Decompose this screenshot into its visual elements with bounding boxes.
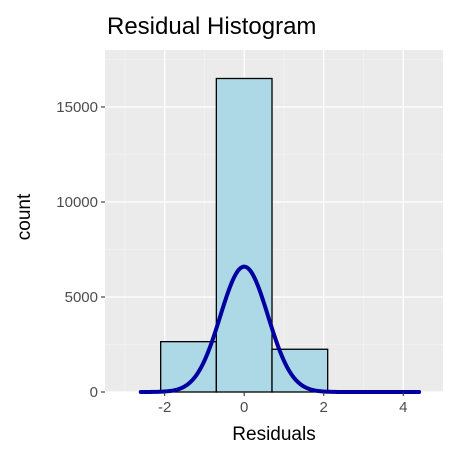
y-tick-label: 0 <box>90 384 98 401</box>
chart-title: Residual Histogram <box>107 13 316 40</box>
y-tick-label: 5000 <box>65 289 98 306</box>
histogram-bars <box>160 77 329 393</box>
x-tick-label: 0 <box>240 399 248 416</box>
x-axis-title: Residuals <box>232 424 315 445</box>
y-tick-label: 10000 <box>56 194 98 211</box>
y-axis-title: count <box>14 193 35 240</box>
y-tick-label: 15000 <box>56 99 98 116</box>
x-tick-label: -2 <box>158 399 171 416</box>
density-curve <box>138 264 422 394</box>
histogram-bar <box>215 77 273 393</box>
x-tick-label: 4 <box>399 399 407 416</box>
axes: -2 0 2 4 0 5000 10000 15000 <box>56 99 407 416</box>
x-tick-label: 2 <box>320 399 328 416</box>
